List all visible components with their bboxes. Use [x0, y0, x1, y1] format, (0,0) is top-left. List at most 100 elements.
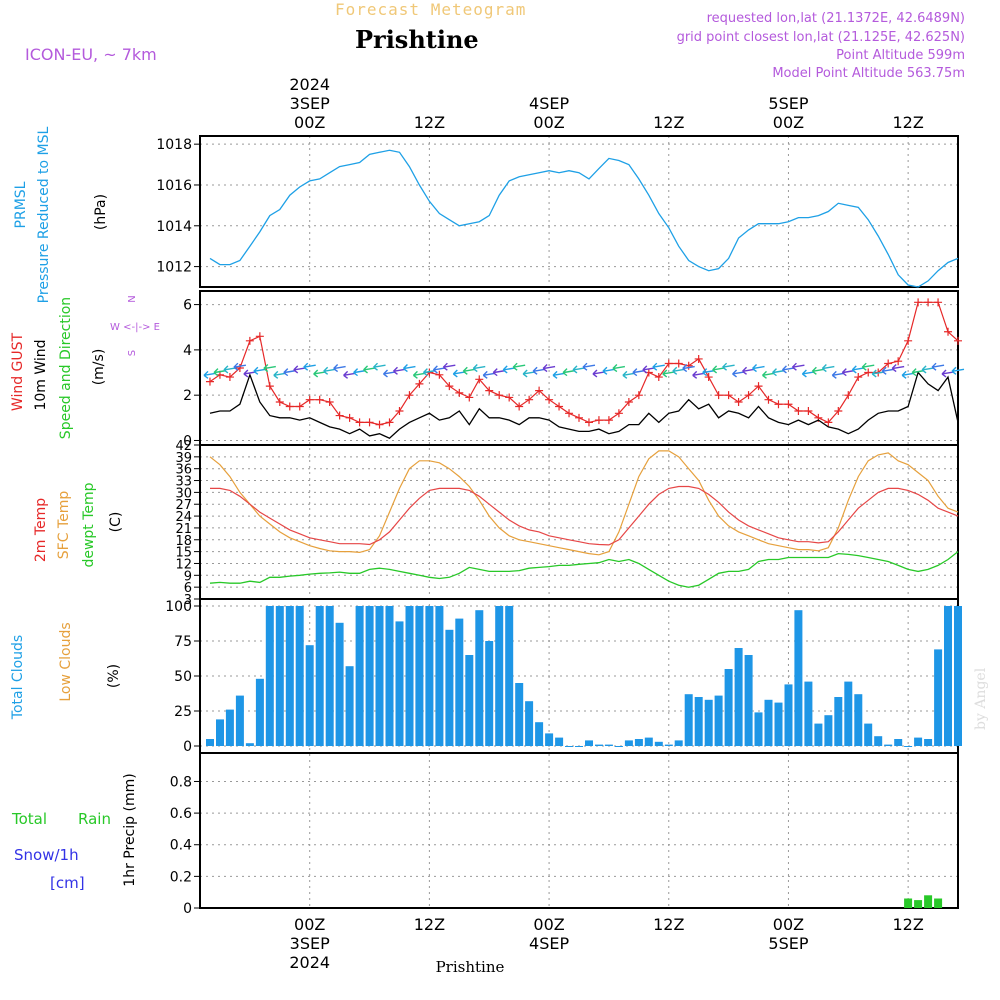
- gust-marker: [265, 382, 274, 391]
- cloud-bar: [714, 695, 723, 746]
- wind-direction-arrow: [742, 366, 755, 375]
- wind-direction-arrow: [203, 370, 217, 379]
- gust-marker: [505, 393, 514, 402]
- bottom-time-label: 5SEP: [768, 934, 808, 953]
- gust-marker: [495, 391, 504, 400]
- cloud-bar: [405, 606, 414, 746]
- cloud-bar: [954, 606, 962, 746]
- wind-direction-arrow: [313, 369, 326, 378]
- cloud-bar: [245, 743, 254, 746]
- gust-marker: [924, 298, 933, 307]
- gust-marker: [405, 391, 414, 400]
- cloud-bar: [784, 684, 793, 746]
- wind-direction-arrow: [781, 365, 795, 374]
- cloud-bar: [804, 681, 813, 746]
- 2m-temp-series-line: [210, 485, 959, 546]
- wind-direction-arrow: [632, 368, 645, 377]
- wind-ytick-label: 4: [183, 343, 192, 359]
- wind-direction-arrow: [502, 365, 516, 374]
- cloud-bar: [894, 739, 903, 746]
- gust-marker: [844, 391, 853, 400]
- cloud-bar: [465, 655, 474, 746]
- bottom-time-label: 00Z: [533, 915, 564, 934]
- watermark: by Angel: [973, 667, 989, 730]
- gust-marker: [834, 407, 843, 416]
- temp-panel-frame: [199, 444, 959, 600]
- cloud-bar: [515, 683, 524, 746]
- precip-label-cm: [cm]: [50, 874, 85, 892]
- wind-direction-arrow: [213, 368, 227, 377]
- wind-direction-arrow: [682, 364, 695, 373]
- cloud-bar: [634, 739, 643, 746]
- wind-direction-arrow: [263, 364, 276, 373]
- temp-ytick-label: 9: [184, 569, 192, 584]
- cloud-bar: [206, 739, 214, 746]
- gust-marker: [575, 413, 583, 422]
- top-time-label: 00Z: [773, 113, 804, 132]
- wind-direction-arrow: [702, 368, 715, 377]
- wind-direction-arrow: [522, 369, 536, 378]
- footer-location: Prishtine: [436, 958, 505, 976]
- precip-ytick-label: 0: [183, 901, 192, 917]
- gust-marker: [624, 397, 633, 406]
- gust-marker: [584, 418, 593, 427]
- cloud-bar: [724, 669, 733, 746]
- gust-marker: [674, 359, 683, 368]
- pressure-ytick-label: 1018: [156, 137, 192, 153]
- gust-marker: [485, 386, 494, 395]
- wind-direction-arrow: [452, 369, 466, 378]
- precip-panel-frame: [199, 752, 959, 909]
- wind-direction-arrow: [343, 370, 356, 379]
- cloud-bar: [774, 702, 783, 746]
- wind-direction-arrow: [622, 370, 635, 379]
- clouds-unit: (%): [106, 664, 122, 688]
- cloud-bar: [565, 746, 573, 747]
- cloud-bar: [325, 606, 334, 746]
- header-gridpoint: grid point closest lon,lat (21.125E, 42.…: [677, 30, 965, 45]
- temp-ytick-label: 42: [175, 439, 192, 454]
- compass-s: S: [127, 350, 138, 356]
- cloud-bar: [934, 649, 943, 746]
- gust-marker: [465, 393, 474, 402]
- gust-marker: [235, 364, 244, 372]
- wind-direction-arrow: [602, 366, 616, 375]
- wind-direction-arrow: [582, 362, 596, 371]
- cloud-bar: [794, 610, 803, 746]
- cloud-bar: [674, 740, 683, 746]
- gust-marker: [475, 375, 484, 384]
- cloud-bar: [475, 610, 484, 746]
- gust-marker: [744, 391, 753, 400]
- cloud-bar: [535, 722, 544, 746]
- cloud-bar: [505, 606, 514, 746]
- temp-ytick-label: 15: [175, 546, 192, 561]
- wind-direction-arrow: [811, 366, 825, 375]
- cloud-bar: [335, 622, 344, 746]
- wind-direction-arrow: [662, 369, 675, 378]
- cloud-bar: [485, 641, 494, 746]
- wind-direction-arrow: [562, 368, 576, 377]
- cloud-bar: [355, 606, 364, 746]
- bottom-time-label: 12Z: [892, 915, 923, 934]
- wind-direction-arrow: [412, 370, 426, 379]
- compass-we: W <-|-> E: [110, 322, 160, 333]
- gust-marker: [325, 397, 334, 406]
- gust-marker: [894, 357, 903, 366]
- pressure-unit: (hPa): [93, 194, 109, 230]
- cloud-bar: [455, 618, 464, 746]
- wind-direction-arrow: [482, 370, 496, 379]
- cloud-bar: [744, 655, 753, 746]
- gust-marker: [634, 391, 643, 400]
- header-location-title: Prishtine: [355, 25, 479, 54]
- wind-direction-arrow: [303, 362, 316, 371]
- cloud-bar: [545, 733, 554, 746]
- top-time-label: 00Z: [294, 113, 325, 132]
- top-time-label: 4SEP: [529, 94, 569, 113]
- gust-marker: [545, 395, 554, 404]
- temp-ytick-label: 30: [175, 486, 192, 501]
- wind-direction-arrow: [542, 364, 556, 373]
- cloud-bar: [664, 744, 673, 746]
- cloud-bar: [644, 737, 653, 746]
- cloud-bar: [914, 737, 923, 746]
- wind-direction-arrow: [223, 365, 237, 374]
- wind-direction-arrow: [861, 362, 875, 371]
